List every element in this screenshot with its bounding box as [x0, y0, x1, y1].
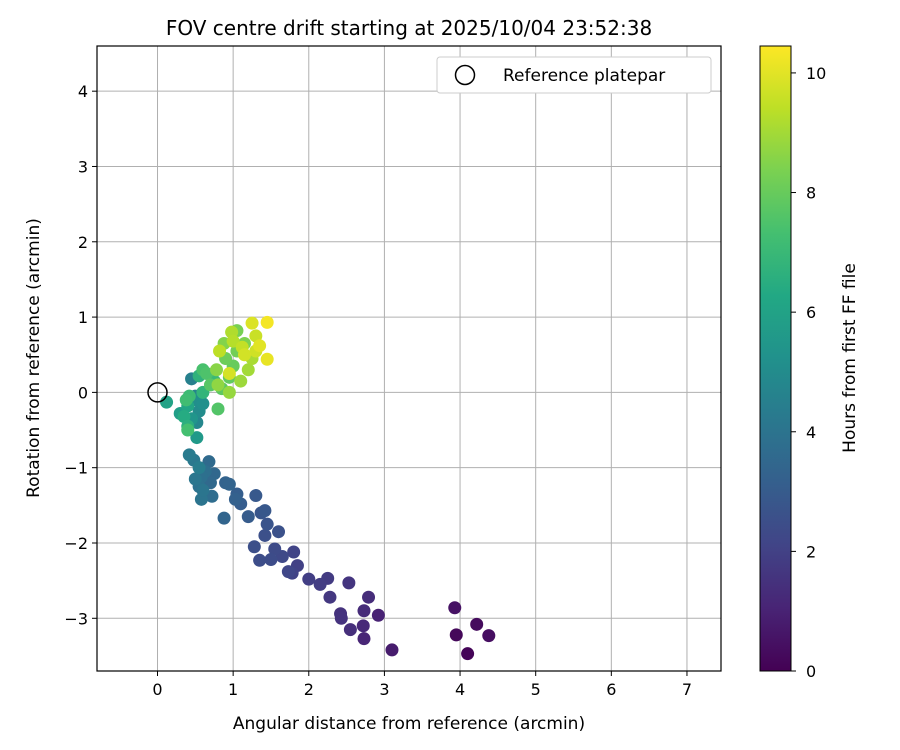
- colorbar-tick-label: 10: [806, 64, 826, 83]
- data-point: [200, 367, 214, 381]
- data-point: [253, 553, 267, 567]
- data-point: [241, 363, 255, 377]
- x-tick-label: 0: [152, 680, 162, 699]
- data-point: [371, 608, 385, 622]
- legend-marker: [454, 64, 476, 86]
- colorbar-tick-label: 4: [806, 423, 816, 442]
- y-axis-ticks: −3 −2 −1 0 1 2 3 4: [64, 82, 97, 628]
- data-point: [357, 604, 371, 618]
- data-point: [357, 632, 371, 646]
- x-axis-ticks: 0 1 2 3 4 5 6 7: [152, 671, 692, 699]
- data-point: [247, 540, 261, 554]
- x-tick-label: 1: [228, 680, 238, 699]
- data-point: [356, 619, 370, 633]
- x-axis-label: Angular distance from reference (arcmin): [233, 714, 585, 734]
- data-point: [245, 316, 259, 330]
- data-point: [449, 628, 463, 642]
- data-point: [213, 344, 227, 358]
- data-point: [222, 477, 236, 491]
- data-point: [196, 483, 210, 497]
- colorbar-tick-label: 0: [806, 662, 816, 681]
- legend-label: Reference platepar: [503, 66, 665, 86]
- data-point: [287, 545, 301, 559]
- y-tick-label: 0: [78, 383, 88, 402]
- data-point: [461, 647, 475, 661]
- data-point: [241, 510, 255, 524]
- data-point: [249, 329, 263, 343]
- y-tick-label: 2: [78, 233, 88, 252]
- data-point: [260, 352, 274, 366]
- y-tick-label: −1: [64, 459, 88, 478]
- x-tick-label: 5: [531, 680, 541, 699]
- legend-box: [436, 56, 712, 94]
- data-point: [281, 565, 295, 579]
- data-point: [448, 601, 462, 615]
- data-point: [253, 339, 267, 353]
- y-tick-label: 1: [78, 308, 88, 327]
- data-point: [264, 553, 278, 567]
- y-tick-label: −2: [64, 534, 88, 553]
- data-point: [228, 492, 242, 506]
- colorbar-tick-label: 2: [806, 542, 816, 561]
- data-point: [385, 643, 399, 657]
- data-point: [179, 393, 193, 407]
- data-point: [323, 590, 337, 604]
- data-point: [334, 611, 348, 625]
- data-point: [342, 576, 356, 590]
- data-point: [211, 378, 225, 392]
- x-tick-label: 3: [379, 680, 389, 699]
- x-tick-label: 7: [682, 680, 692, 699]
- y-tick-label: −3: [64, 609, 88, 628]
- data-point: [268, 542, 282, 556]
- colorbar-ticks: 0 2 4 6 8 10: [791, 64, 826, 681]
- data-point: [260, 517, 274, 531]
- data-point: [258, 528, 272, 542]
- data-point: [234, 374, 248, 388]
- data-point: [260, 315, 274, 329]
- y-tick-label: 4: [78, 82, 88, 101]
- data-point: [343, 623, 357, 637]
- data-point: [177, 409, 191, 423]
- data-point: [196, 397, 210, 411]
- data-point: [470, 617, 484, 631]
- legend: Reference platepar: [436, 56, 712, 94]
- data-point: [202, 455, 216, 469]
- colorbar: [759, 45, 792, 672]
- data-point: [258, 504, 272, 518]
- data-point: [313, 577, 327, 591]
- data-point: [210, 363, 224, 377]
- colorbar-tick-label: 8: [806, 184, 816, 203]
- grid-lines: [97, 46, 721, 671]
- plot-frame: [96, 45, 722, 672]
- data-point: [217, 511, 231, 525]
- data-point: [190, 431, 204, 445]
- data-point: [188, 472, 202, 486]
- y-axis-label: Rotation from reference (arcmin): [24, 218, 44, 498]
- data-point: [181, 423, 195, 437]
- data-point: [482, 629, 496, 643]
- y-tick-label: 3: [78, 157, 88, 176]
- data-point: [222, 385, 236, 399]
- data-point: [160, 395, 174, 409]
- data-point: [237, 348, 251, 362]
- data-point: [302, 572, 316, 586]
- x-tick-label: 6: [606, 680, 616, 699]
- data-point: [362, 590, 376, 604]
- data-point: [272, 525, 286, 539]
- reference-marker: [147, 382, 168, 403]
- data-point: [249, 489, 263, 503]
- data-point: [222, 367, 236, 381]
- colorbar-label: Hours from first FF file: [840, 263, 860, 453]
- x-tick-label: 4: [455, 680, 465, 699]
- data-point: [192, 461, 206, 475]
- x-tick-label: 2: [304, 680, 314, 699]
- scatter-points: [160, 315, 496, 661]
- data-point: [182, 448, 196, 462]
- colorbar-tick-label: 6: [806, 303, 816, 322]
- data-point: [211, 402, 225, 416]
- chart-title: FOV centre drift starting at 2025/10/04 …: [166, 16, 652, 40]
